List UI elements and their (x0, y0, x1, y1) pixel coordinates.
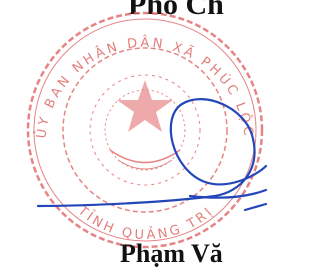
document-fragment: Phó Ch ỦY BAN NHÂN DÂN XÃ PHÚC LỘC TỈNH … (0, 0, 268, 270)
signer-name: Phạm Vă (120, 239, 223, 268)
signer-title: Phó Ch (128, 0, 224, 21)
